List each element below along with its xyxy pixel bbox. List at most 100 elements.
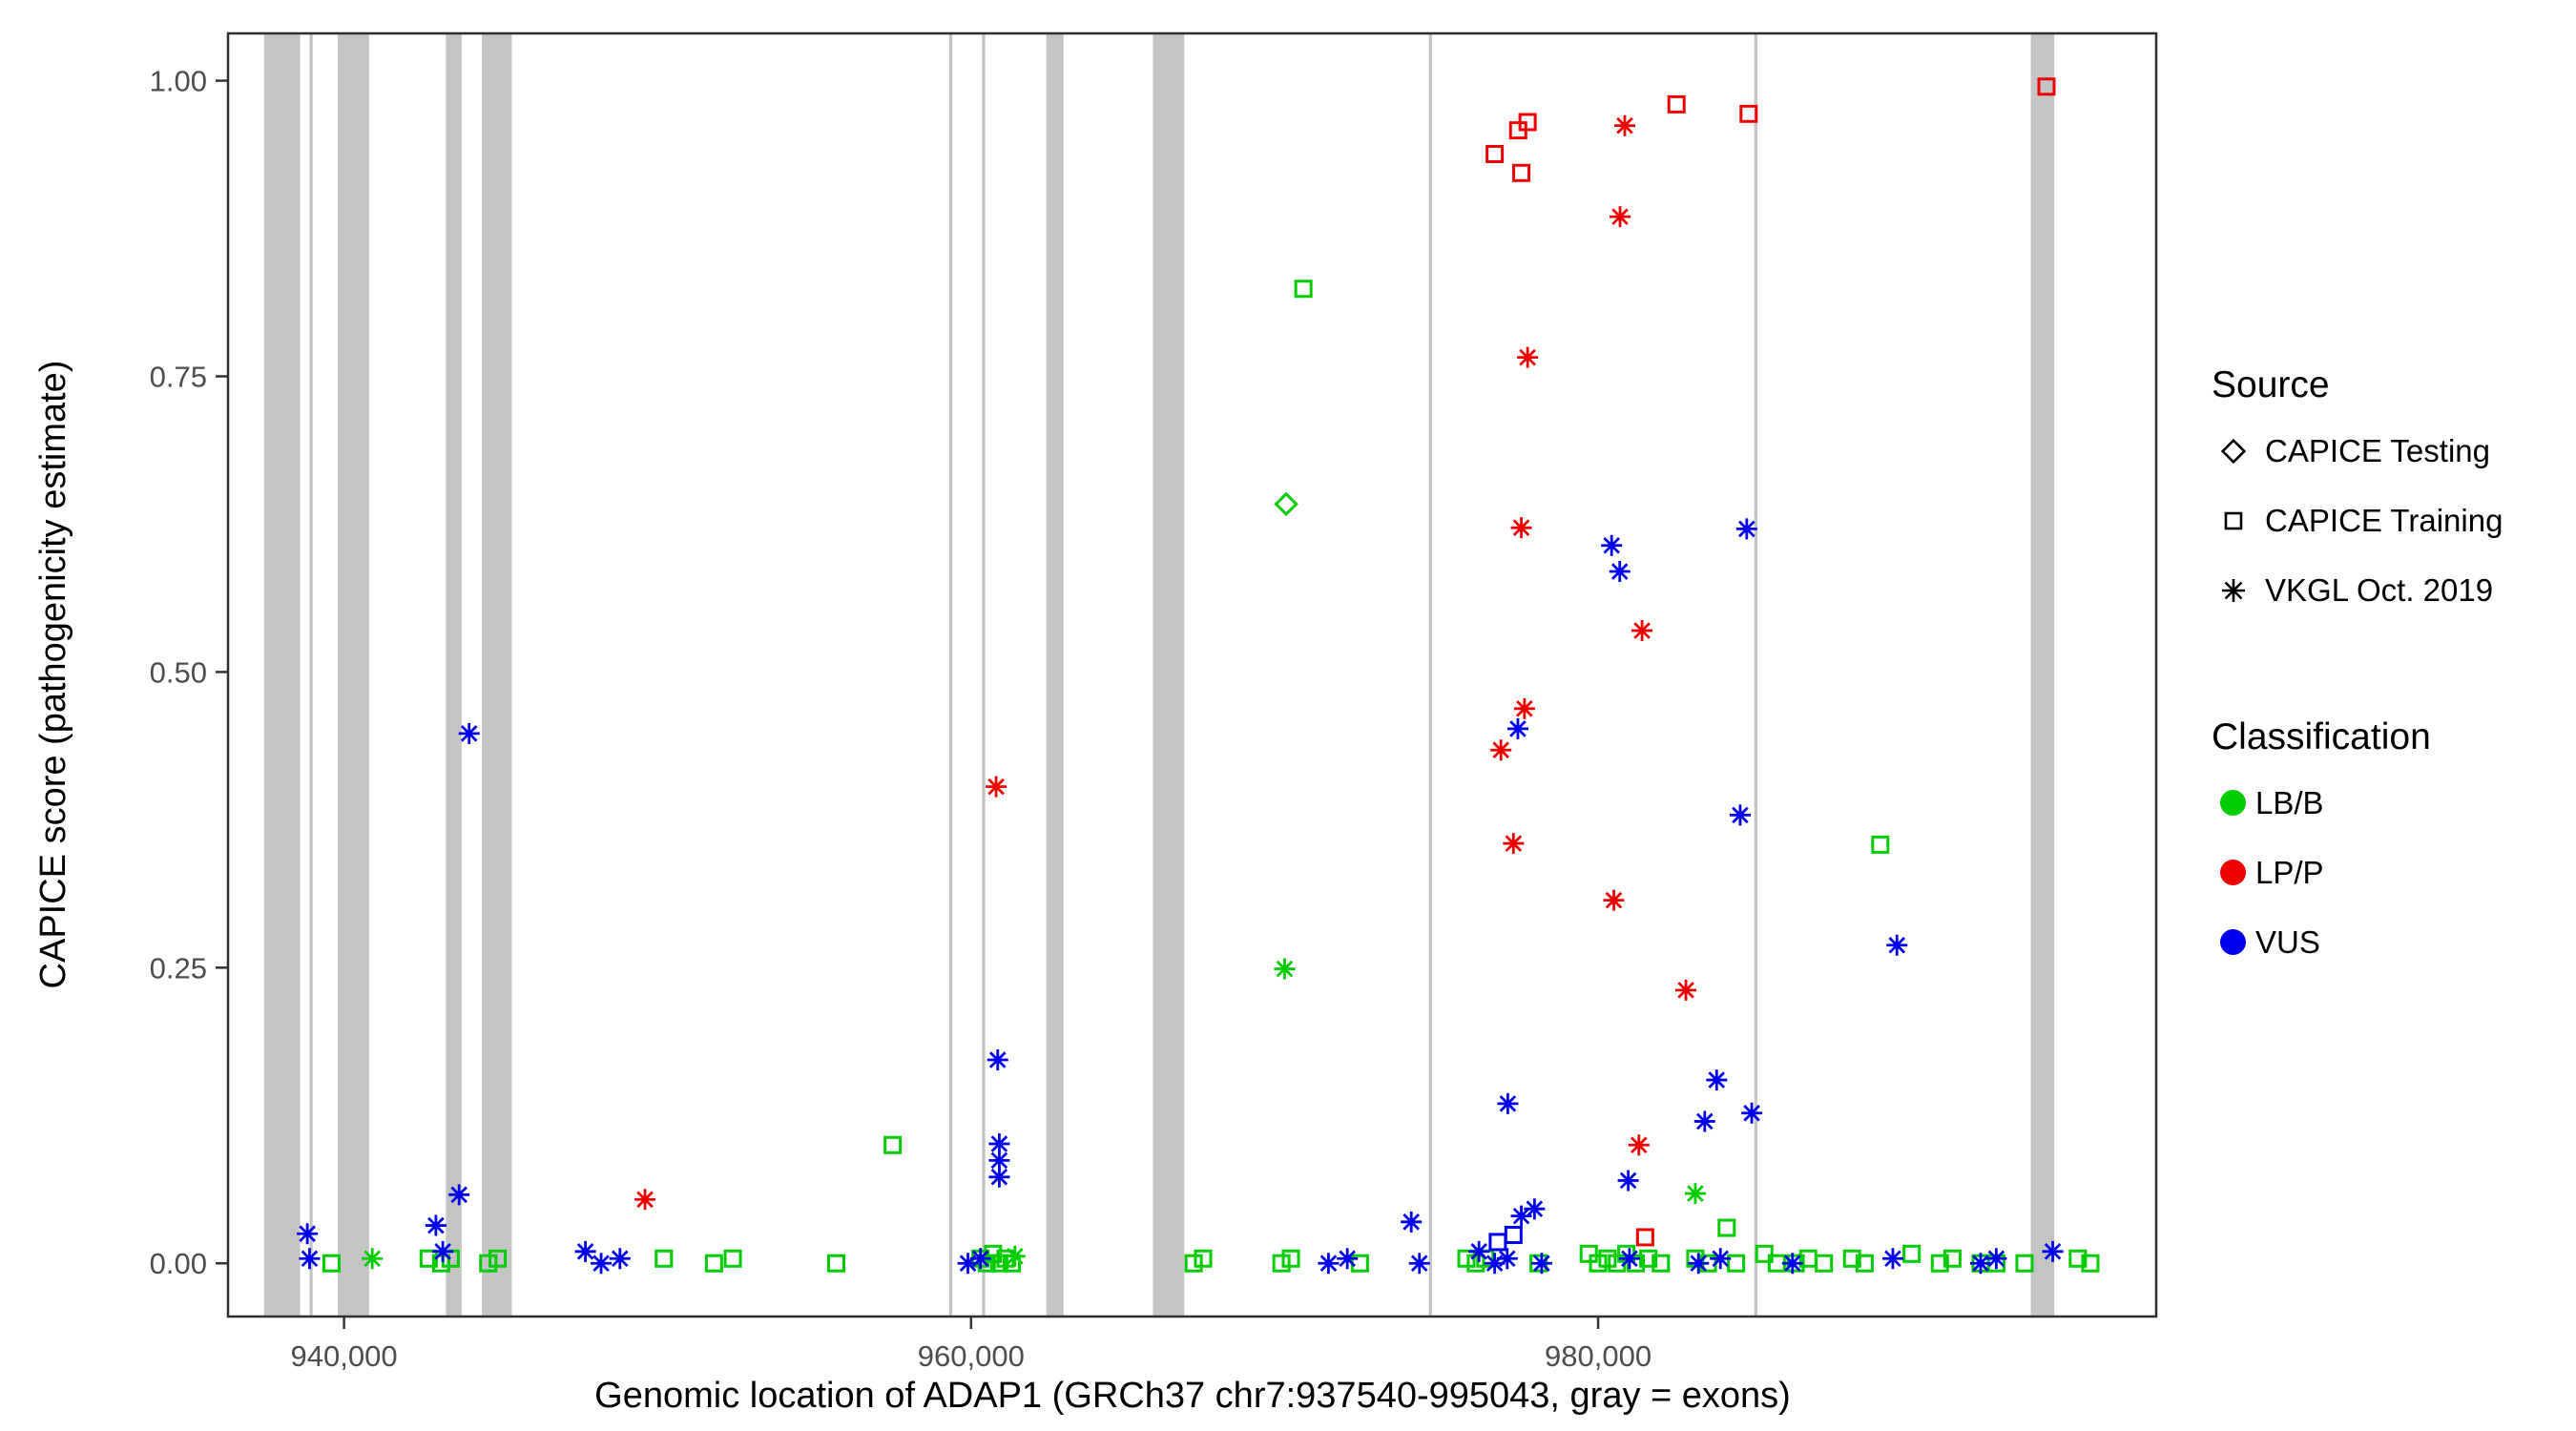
exon-bar xyxy=(982,33,986,1317)
data-point xyxy=(431,1254,450,1273)
data-point xyxy=(1684,1183,1706,1205)
lbb-color-dot xyxy=(2220,790,2246,816)
legend-item-lpp: LP/P xyxy=(2212,838,2565,907)
data-point xyxy=(1618,1248,1640,1270)
data-point xyxy=(1781,1253,1803,1275)
data-point xyxy=(1512,163,1531,182)
data-point xyxy=(988,1133,1010,1155)
data-point xyxy=(1635,1228,1654,1247)
lpp-color-dot xyxy=(2220,860,2246,885)
legend-classification-title: Classification xyxy=(2212,716,2431,757)
exon-bar xyxy=(482,33,512,1317)
data-point xyxy=(1603,889,1625,911)
legend-item-capice-testing: CAPICE Testing xyxy=(2212,416,2565,486)
data-point xyxy=(957,1253,979,1275)
x-tick-label: 940,000 xyxy=(291,1339,398,1373)
data-point xyxy=(609,1248,631,1270)
data-point xyxy=(297,1223,319,1245)
data-point xyxy=(1496,1248,1518,1270)
legend-classification-group: Classification LB/B LP/P VUS xyxy=(2212,707,2565,977)
y-tick-label: 0.75 xyxy=(150,360,207,393)
data-point xyxy=(1628,1134,1650,1156)
data-point xyxy=(1609,561,1631,583)
data-point xyxy=(1524,1198,1546,1220)
y-tick-label: 0.25 xyxy=(150,951,207,985)
data-point xyxy=(448,1184,470,1206)
legend-label-lbb: LB/B xyxy=(2255,784,2324,820)
data-point xyxy=(1727,1254,1746,1273)
data-point xyxy=(1530,1253,1552,1275)
data-point xyxy=(1652,1254,1671,1273)
data-point xyxy=(1485,144,1505,163)
data-point xyxy=(1741,1102,1763,1124)
data-point xyxy=(1688,1253,1710,1275)
y-tick-label: 1.00 xyxy=(150,65,207,98)
legend-label-vus: VUS xyxy=(2255,923,2320,960)
data-point xyxy=(1706,1069,1728,1091)
data-point xyxy=(2068,1249,2088,1268)
data-point xyxy=(1871,835,1890,854)
data-point xyxy=(1510,1205,1532,1227)
data-point xyxy=(2015,1254,2034,1273)
plot-panel-border xyxy=(226,31,2158,1318)
data-point xyxy=(1401,1211,1423,1233)
data-point xyxy=(2037,77,2056,96)
data-point xyxy=(1610,206,1631,228)
data-point xyxy=(1579,1244,1598,1263)
data-point xyxy=(1513,697,1535,719)
data-point xyxy=(1004,1245,1026,1267)
data-point xyxy=(1466,1254,1485,1273)
exon-bar xyxy=(1046,33,1064,1317)
data-point xyxy=(1518,113,1537,132)
data-point xyxy=(425,1214,447,1236)
data-point xyxy=(1930,1254,1949,1273)
data-point xyxy=(1902,1244,1922,1263)
legend-item-lbb: LB/B xyxy=(2212,768,2565,838)
exon-bar xyxy=(948,33,953,1317)
x-axis-title: Genomic location of ADAP1 (GRCh37 chr7:9… xyxy=(594,1376,1791,1416)
data-point xyxy=(1675,979,1697,1001)
data-point xyxy=(1490,739,1512,761)
exon-bar xyxy=(263,33,301,1317)
data-point xyxy=(591,1253,613,1275)
x-tick-label: 980,000 xyxy=(1545,1339,1652,1373)
data-point xyxy=(1272,1254,1291,1273)
data-point xyxy=(1598,1249,1617,1268)
data-point xyxy=(969,1248,991,1270)
data-point xyxy=(1886,934,1908,956)
data-point xyxy=(1503,833,1525,855)
legend-item-vkgl: VKGL Oct. 2019 xyxy=(2212,555,2565,625)
data-point xyxy=(1969,1253,1991,1275)
data-point xyxy=(1497,1092,1519,1114)
data-points xyxy=(297,77,2100,1275)
data-point xyxy=(574,1240,596,1262)
data-point xyxy=(1484,1253,1506,1275)
data-point xyxy=(1710,1248,1732,1270)
data-point xyxy=(1294,280,1313,299)
data-point xyxy=(1717,1218,1736,1237)
data-point xyxy=(2042,1240,2064,1262)
data-point xyxy=(322,1254,341,1273)
data-point xyxy=(1626,1254,1645,1273)
data-point xyxy=(883,1135,903,1154)
data-point xyxy=(986,776,1008,798)
exon-bar xyxy=(1428,33,1432,1317)
legend-label-capice-training: CAPICE Training xyxy=(2265,502,2503,538)
data-point xyxy=(1318,1253,1340,1275)
exon-bar xyxy=(446,33,462,1317)
data-point xyxy=(1504,1225,1523,1244)
x-tick-label: 960,000 xyxy=(918,1339,1025,1373)
data-point xyxy=(1274,491,1298,517)
data-point xyxy=(299,1248,321,1270)
data-point xyxy=(1457,1249,1476,1268)
data-point xyxy=(987,1049,1008,1070)
data-point xyxy=(1517,346,1539,368)
data-point xyxy=(1755,1244,1774,1263)
data-point xyxy=(1739,104,1758,123)
data-point xyxy=(1337,1248,1359,1270)
data-point xyxy=(1589,1254,1608,1273)
legend: Source CAPICE Testing CAPICE Training xyxy=(2212,355,2565,977)
data-point xyxy=(654,1249,674,1268)
